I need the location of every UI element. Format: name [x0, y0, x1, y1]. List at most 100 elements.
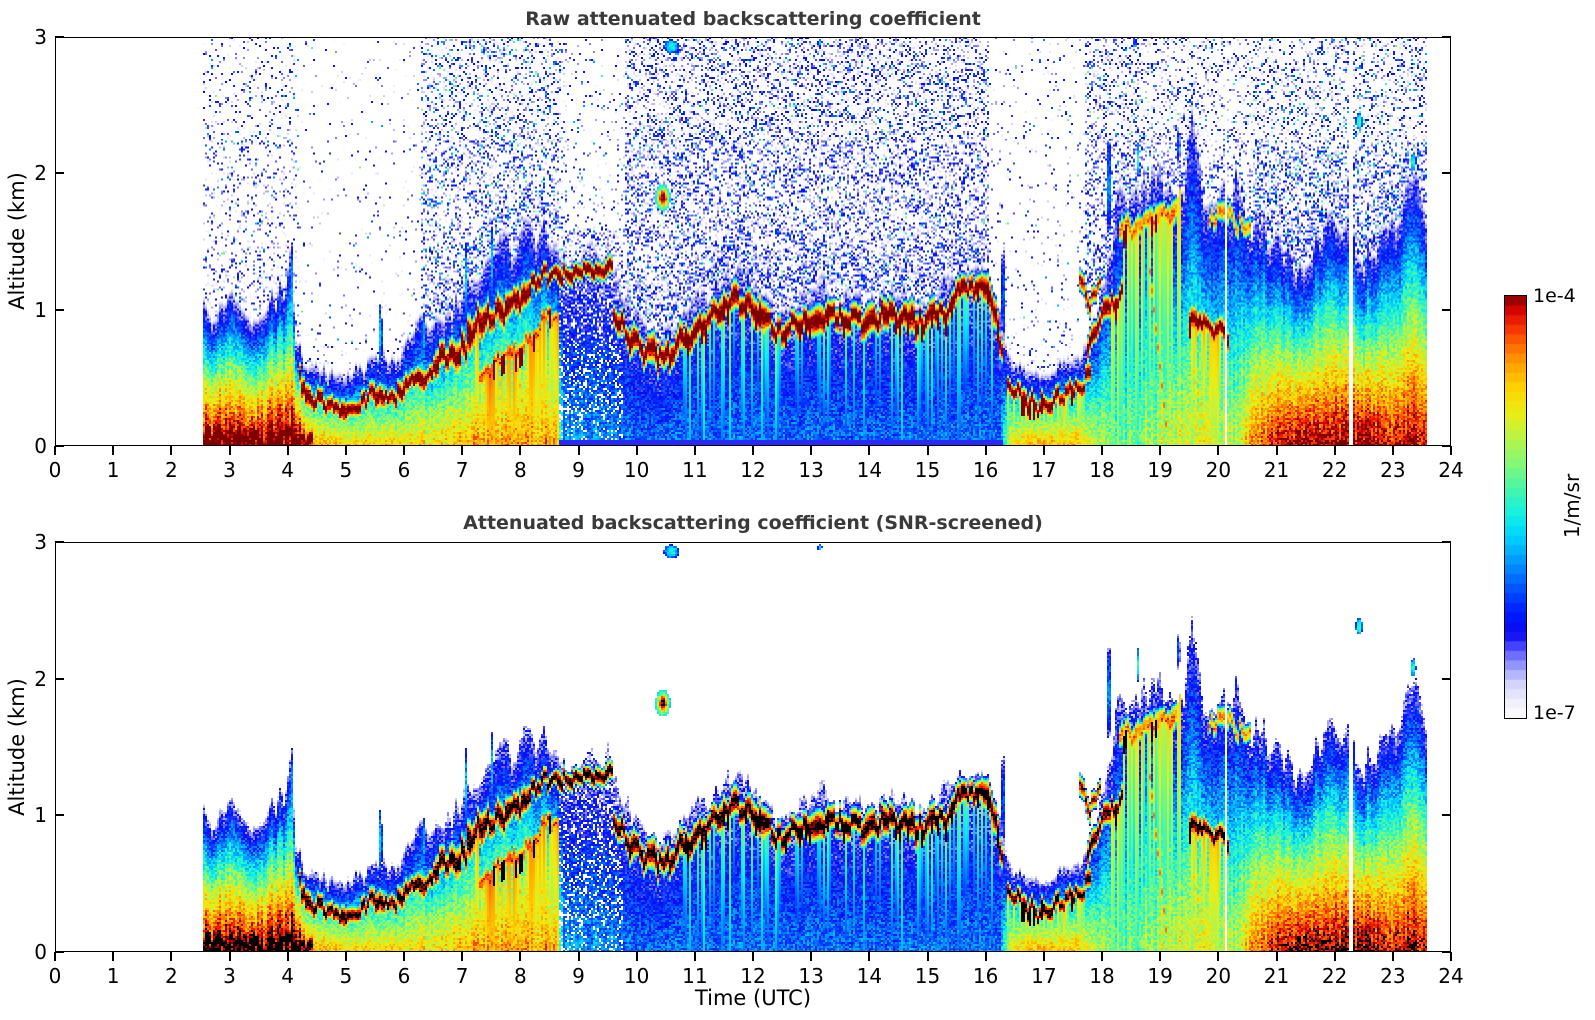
screened-x-tick — [461, 952, 464, 961]
screened-x-tick — [228, 952, 231, 961]
raw-x-tick-label: 10 — [623, 458, 650, 482]
screened-x-tick — [403, 952, 405, 961]
screened-x-tick — [984, 952, 987, 961]
screened-x-tick — [577, 952, 580, 961]
screened-x-tick-label: 23 — [1380, 964, 1406, 988]
raw-y-tick-label: 0 — [34, 434, 47, 458]
screened-x-tick — [635, 952, 638, 961]
screened-x-tick-label: 6 — [397, 964, 411, 988]
raw-x-tick-label: 9 — [572, 458, 585, 482]
raw-x-tick — [868, 446, 871, 455]
screened-x-tick-label: 16 — [972, 964, 999, 988]
raw-x-tick-label: 23 — [1380, 458, 1406, 482]
raw-x-tick — [1042, 446, 1045, 455]
screened-y-tick — [55, 677, 64, 680]
screened-x-tick-label: 21 — [1263, 964, 1290, 988]
raw-x-tick — [403, 446, 405, 455]
raw-y-tick-right — [1442, 36, 1451, 38]
raw-x-tick — [577, 446, 580, 455]
raw-x-tick — [926, 446, 929, 455]
raw-x-tick — [635, 446, 638, 455]
colorbar-min-label: 1e-7 — [1533, 702, 1576, 724]
raw-x-tick — [693, 446, 696, 455]
screened-x-tick — [1159, 952, 1162, 961]
raw-x-tick-label: 14 — [856, 458, 883, 482]
screened-x-tick — [1391, 952, 1394, 961]
screened-y-tick-right — [1442, 677, 1451, 680]
raw-x-tick — [1217, 446, 1220, 455]
raw-x-tick-label: 7 — [455, 458, 469, 482]
raw-x-tick — [112, 446, 115, 455]
screened-x-tick — [1101, 952, 1103, 961]
raw-x-tick-label: 8 — [513, 458, 527, 482]
screened-x-tick-label: 1 — [106, 964, 120, 988]
raw-x-tick — [286, 446, 289, 455]
screened-x-tick — [1333, 952, 1336, 961]
raw-x-tick-label: 0 — [48, 458, 62, 482]
screened-x-tick — [810, 952, 813, 961]
screened-x-tick — [519, 952, 522, 961]
screened-x-tick — [170, 952, 173, 961]
raw-x-tick-label: 21 — [1263, 458, 1290, 482]
colorbar — [1504, 295, 1527, 719]
screened-x-tick — [752, 952, 754, 961]
raw-heatmap — [55, 37, 1451, 446]
raw-x-tick — [228, 446, 231, 455]
screened-x-tick-label: 18 — [1089, 964, 1115, 988]
raw-x-tick — [1159, 446, 1162, 455]
colorbar-max-label: 1e-4 — [1533, 285, 1576, 307]
screened-y-tick-label: 0 — [34, 940, 47, 964]
raw-x-tick-label: 17 — [1031, 458, 1057, 482]
raw-y-tick-right — [1442, 445, 1451, 447]
raw-x-tick-label: 3 — [223, 458, 236, 482]
screened-y-tick-label: 1 — [34, 803, 47, 828]
raw-x-tick-label: 20 — [1205, 458, 1232, 482]
raw-x-tick — [1450, 446, 1452, 455]
raw-x-tick-label: 12 — [740, 458, 766, 482]
raw-y-tick — [55, 308, 64, 311]
raw-x-tick-label: 1 — [106, 458, 120, 482]
raw-x-tick-label: 16 — [972, 458, 999, 482]
screened-x-tick — [868, 952, 871, 961]
screened-x-tick-label: 13 — [798, 964, 824, 988]
raw-y-tick-label: 1 — [34, 297, 47, 322]
screened-x-tick — [1042, 952, 1045, 961]
screened-x-tick — [1217, 952, 1220, 961]
raw-x-tick — [810, 446, 813, 455]
screened-y-tick-label: 2 — [34, 666, 47, 691]
screened-x-tick-label: 2 — [164, 964, 178, 988]
screened-y-tick-label: 3 — [34, 530, 47, 554]
raw-y-tick-label: 3 — [34, 25, 47, 49]
screened-x-tick — [54, 952, 56, 961]
screened-y-tick-right — [1442, 814, 1451, 817]
screened-x-tick-label: 10 — [623, 964, 650, 988]
screened-x-tick-label: 9 — [572, 964, 585, 988]
screened-x-tick-label: 4 — [281, 964, 295, 988]
raw-x-tick — [984, 446, 987, 455]
screened-x-tick-label: 3 — [223, 964, 236, 988]
raw-x-tick-label: 6 — [397, 458, 411, 482]
raw-x-tick — [1275, 446, 1278, 455]
raw-y-tick-label: 2 — [34, 161, 47, 186]
screened-x-tick — [112, 952, 115, 961]
screened-x-tick-label: 15 — [914, 964, 941, 988]
screened-y-tick — [55, 951, 64, 953]
screened-x-tick — [693, 952, 696, 961]
screened-x-tick-label: 22 — [1321, 964, 1348, 988]
screened-x-tick-label: 8 — [513, 964, 527, 988]
raw-x-tick-label: 22 — [1321, 458, 1348, 482]
screened-y-tick — [55, 814, 64, 817]
raw-x-tick — [752, 446, 754, 455]
raw-y-tick-right — [1442, 308, 1451, 311]
raw-x-tick-label: 11 — [682, 458, 708, 482]
raw-y-tick — [55, 172, 64, 175]
raw-x-tick — [1333, 446, 1336, 455]
screened-y-axis-label: Altitude (km) — [5, 678, 29, 816]
x-axis-label: Time (UTC) — [694, 986, 812, 1010]
raw-x-tick-label: 18 — [1089, 458, 1115, 482]
screened-x-tick — [926, 952, 929, 961]
screened-y-tick — [55, 541, 64, 543]
raw-panel-title: Raw attenuated backscattering coefficien… — [525, 8, 981, 30]
raw-y-tick-right — [1442, 172, 1451, 175]
